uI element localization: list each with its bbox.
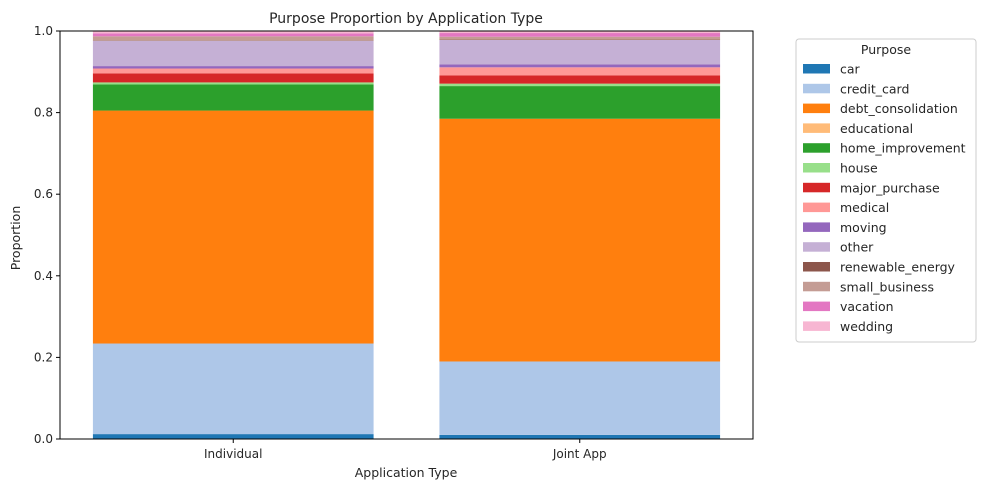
plot-frame [59,30,754,440]
legend-swatch-medical [803,202,830,213]
bar-segment-wedding-1 [439,31,721,34]
legend: Purpose car credit_card debt_consolidation… [795,38,977,343]
x-tick-label: Individual [204,447,262,461]
bar-segment-wedding-0 [92,31,374,34]
legend-label-credit_card: credit_card [840,81,909,96]
x-axis-title: Application Type [355,465,458,480]
legend-swatch-small_business [803,281,830,292]
bar-segment-vacation-1 [439,33,721,37]
bar-segment-small_business-0 [92,36,374,41]
legend-swatch-vacation [803,301,830,312]
legend-label-debt_consolidation: debt_consolidation [840,101,958,116]
y-axis: 0.0 0.2 0.4 0.6 0.8 1.0 [34,24,60,446]
bar-segment-home_improvement-0 [92,84,374,111]
legend-swatch-moving [803,222,830,232]
bar-segment-moving-0 [92,66,374,69]
legend-label-house: house [840,161,878,176]
legend-swatch-credit_card [803,83,830,94]
bars-group [92,31,721,439]
bar-segment-house-1 [439,83,721,87]
legend-label-medical: medical [840,200,889,215]
bar-segment-moving-1 [439,64,721,68]
bar-segment-major_purchase-1 [439,75,721,84]
bar-segment-major_purchase-0 [92,73,374,83]
y-tick-label: 1.0 [34,24,53,38]
legend-swatch-house [803,163,830,173]
legend-label-car: car [840,62,861,77]
bar-segment-debt_consolidation-0 [92,110,374,344]
legend-label-moving: moving [840,220,887,235]
legend-label-educational: educational [840,121,913,136]
legend-swatch-major_purchase [803,182,830,193]
legend-label-major_purchase: major_purchase [840,180,940,195]
bar-segment-house-0 [92,82,374,85]
legend-label-wedding: wedding [840,319,893,334]
chart-title: Purpose Proportion by Application Type [269,11,543,27]
bar-segment-home_improvement-1 [439,86,721,119]
y-tick-label: 0.6 [34,187,53,201]
legend-frame [795,38,977,343]
legend-swatch-educational [803,123,830,133]
bar-segment-car-0 [92,434,374,439]
legend-swatch-renewable_energy [803,262,830,272]
y-tick-label: 0.0 [34,432,53,446]
legend-title: Purpose [861,42,911,57]
x-tick-label: Joint App [552,447,607,461]
legend-label-other: other [840,240,874,255]
bar-segment-other-1 [439,39,721,65]
legend-swatch-car [803,64,830,74]
bar-segment-car-1 [439,434,721,439]
legend-label-renewable_energy: renewable_energy [840,260,956,275]
bar-segment-vacation-0 [92,33,374,37]
legend-label-vacation: vacation [840,299,894,314]
legend-swatch-wedding [803,321,830,331]
y-tick-label: 0.4 [34,269,53,283]
x-axis: Individual Joint App [204,439,607,461]
bar-segment-medical-1 [439,67,721,76]
legend-swatch-other [803,242,830,252]
y-axis-title: Proportion [8,206,23,271]
bar-segment-small_business-1 [439,36,721,40]
bar-segment-credit_card-1 [439,361,721,435]
legend-swatch-home_improvement [803,143,830,153]
legend-label-home_improvement: home_improvement [840,141,966,156]
y-tick-label: 0.2 [34,350,53,364]
bar-segment-debt_consolidation-1 [439,118,721,362]
legend-swatch-debt_consolidation [803,103,830,114]
y-tick-label: 0.8 [34,106,53,120]
bar-segment-credit_card-0 [92,343,374,435]
bar-segment-other-0 [92,40,374,67]
bar-segment-medical-0 [92,68,374,74]
legend-label-small_business: small_business [840,279,934,294]
